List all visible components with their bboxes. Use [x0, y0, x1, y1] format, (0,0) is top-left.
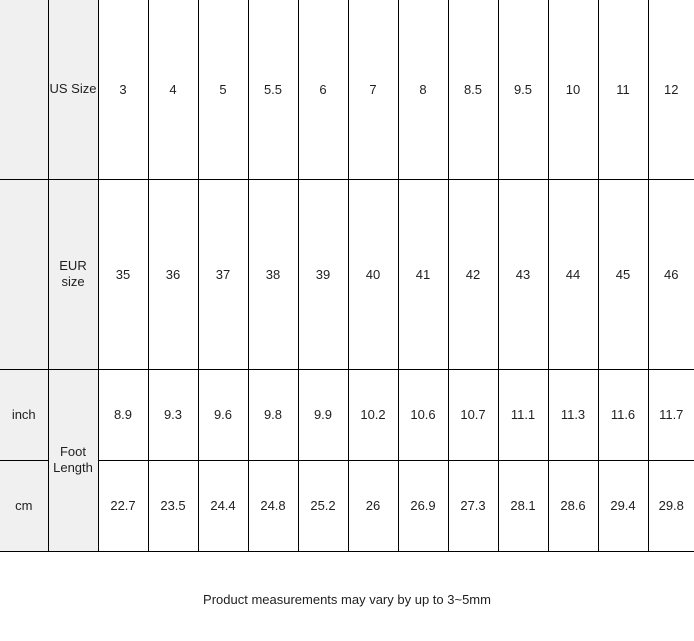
corner-cell — [0, 0, 49, 180]
us-size-value: 12 — [647, 0, 694, 180]
cm-value: 23.5 — [147, 459, 199, 552]
us-size-value: 7 — [347, 0, 399, 180]
row-label-inch: inch — [0, 368, 49, 461]
cm-value: 28.6 — [547, 459, 599, 552]
us-size-value: 8 — [397, 0, 449, 180]
cm-value: 29.8 — [647, 459, 694, 552]
us-size-value: 6 — [297, 0, 349, 180]
eur-size-value: 45 — [597, 178, 649, 370]
eur-size-value: 35 — [97, 178, 149, 370]
corner-cell — [0, 178, 49, 370]
us-size-value: 4 — [147, 0, 199, 180]
cm-value: 29.4 — [597, 459, 649, 552]
eur-size-value: 42 — [447, 178, 499, 370]
inch-value: 10.2 — [347, 368, 399, 461]
row-label-foot-length: Foot Length — [47, 368, 99, 552]
inch-value: 11.3 — [547, 368, 599, 461]
eur-size-value: 37 — [197, 178, 249, 370]
us-size-value: 9.5 — [497, 0, 549, 180]
inch-value: 10.6 — [397, 368, 449, 461]
cm-value: 28.1 — [497, 459, 549, 552]
table-row-us-size: US Size 3 4 5 5.5 6 7 8 8.5 9.5 10 11 12 — [0, 0, 694, 180]
us-size-value: 8.5 — [447, 0, 499, 180]
eur-size-value: 43 — [497, 178, 549, 370]
eur-size-value: 41 — [397, 178, 449, 370]
us-size-value: 10 — [547, 0, 599, 180]
table-row-foot-length-cm: cm 22.7 23.5 24.4 24.8 25.2 26 26.9 27.3… — [0, 459, 694, 552]
table-row-foot-length-inch: inch Foot Length 8.9 9.3 9.6 9.8 9.9 10.… — [0, 368, 694, 552]
table-row-eur-size: EUR size 35 36 37 38 39 40 41 42 43 44 4… — [0, 178, 694, 370]
us-size-value: 5.5 — [247, 0, 299, 180]
eur-size-value: 44 — [547, 178, 599, 370]
size-chart-table: US Size 3 4 5 5.5 6 7 8 8.5 9.5 10 11 12… — [0, 0, 694, 552]
eur-size-value: 46 — [647, 178, 694, 370]
cm-value: 24.8 — [247, 459, 299, 552]
cm-value: 27.3 — [447, 459, 499, 552]
us-size-value: 5 — [197, 0, 249, 180]
inch-value: 9.9 — [297, 368, 349, 461]
row-label-cm: cm — [0, 459, 49, 552]
inch-value: 11.6 — [597, 368, 649, 461]
cm-value: 24.4 — [197, 459, 249, 552]
cm-value: 26 — [347, 459, 399, 552]
us-size-value: 11 — [597, 0, 649, 180]
cm-value: 26.9 — [397, 459, 449, 552]
eur-size-value: 40 — [347, 178, 399, 370]
cm-value: 22.7 — [97, 459, 149, 552]
inch-value: 11.1 — [497, 368, 549, 461]
us-size-value: 3 — [97, 0, 149, 180]
row-label-us-size: US Size — [47, 0, 99, 180]
inch-value: 9.8 — [247, 368, 299, 461]
inch-value: 11.7 — [647, 368, 694, 461]
eur-size-value: 36 — [147, 178, 199, 370]
inch-value: 10.7 — [447, 368, 499, 461]
row-label-eur-size: EUR size — [47, 178, 99, 370]
inch-value: 9.3 — [147, 368, 199, 461]
inch-value: 8.9 — [97, 368, 149, 461]
eur-size-value: 39 — [297, 178, 349, 370]
measurement-note: Product measurements may vary by up to 3… — [203, 591, 491, 607]
inch-value: 9.6 — [197, 368, 249, 461]
cm-value: 25.2 — [297, 459, 349, 552]
eur-size-value: 38 — [247, 178, 299, 370]
